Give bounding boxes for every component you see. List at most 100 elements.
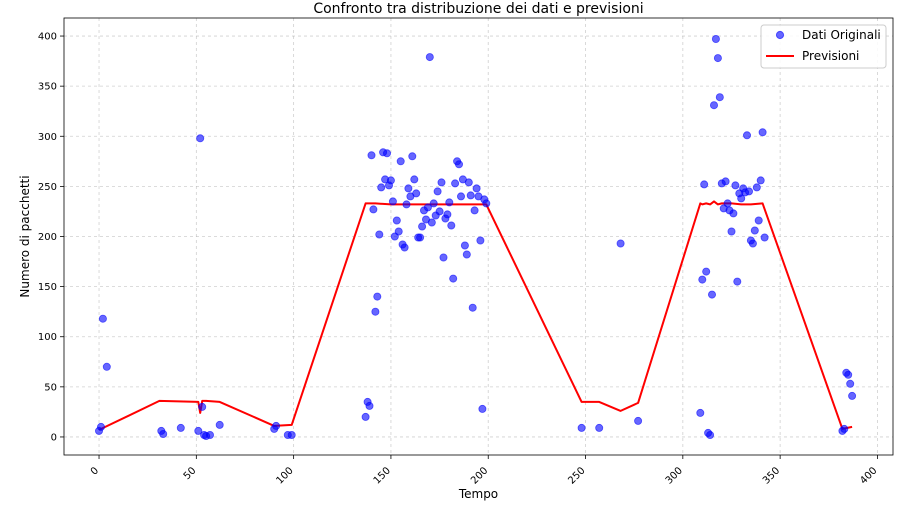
data-point [577,423,586,432]
data-point [595,423,604,432]
y-tick-label: 50 [44,382,57,393]
y-tick-label: 150 [38,282,57,293]
data-point [752,183,761,192]
data-point [198,402,207,411]
data-point [437,178,446,187]
data-point [396,157,405,166]
data-point [445,198,454,207]
data-point [410,175,419,184]
data-point [447,221,456,230]
data-point [715,93,724,102]
data-point [367,151,376,160]
data-point [361,412,370,421]
data-point [460,241,469,250]
data-point [423,203,432,212]
y-tick-label: 250 [38,182,57,193]
data-point [482,199,491,208]
data-point [721,177,730,186]
data-point [373,292,382,301]
chart-title: Confronto tra distribuzione dei dati e p… [313,1,643,17]
data-point [840,424,849,433]
data-point [408,152,417,161]
data-point [468,303,477,312]
data-point [750,226,759,235]
data-point [425,53,434,62]
data-point [412,189,421,198]
data-point [702,267,711,276]
data-point [435,207,444,216]
data-point [194,426,203,435]
data-point [416,233,425,242]
data-point [443,210,452,219]
data-point [429,199,438,208]
data-point [287,430,296,439]
data-point [476,236,485,245]
data-point [427,218,436,227]
data-point [696,408,705,417]
data-point [756,176,765,185]
y-tick-label: 300 [38,132,57,143]
legend-label-prediction: Previsioni [802,49,859,63]
data-point [102,362,111,371]
data-point [737,194,746,203]
y-tick-label: 200 [38,232,57,243]
data-point [392,216,401,225]
data-point [733,277,742,286]
data-point [439,253,448,262]
data-point [466,191,475,200]
data-point [634,416,643,425]
data-point [844,370,853,379]
data-point [418,222,427,231]
data-point [478,404,487,413]
data-point [394,227,403,236]
data-point [215,420,224,429]
y-tick-label: 400 [38,32,57,43]
data-point [464,178,473,187]
data-point [205,430,214,439]
x-axis-title: Tempo [458,487,498,501]
legend-box [760,24,887,69]
data-point [386,176,395,185]
data-point [382,149,391,158]
data-point [711,35,720,44]
data-point [449,274,458,283]
data-point [456,192,465,201]
data-point [451,179,460,188]
data-point [365,401,374,410]
data-point [616,239,625,248]
data-point [745,187,754,196]
data-point [470,206,479,215]
data-point [727,227,736,236]
data-point [272,421,281,430]
data-point [706,430,715,439]
y-tick-label: 0 [51,432,57,443]
data-point [729,209,738,218]
data-point [760,233,769,242]
legend-marker-original [775,30,785,40]
y-tick-label: 350 [38,82,57,93]
data-point [723,199,732,208]
data-point [700,180,709,189]
legend: Dati Originali Previsioni [760,24,887,69]
y-tick-label: 100 [38,332,57,343]
grid [64,18,893,455]
data-point [758,128,767,137]
data-point [196,134,205,143]
data-point [848,391,857,400]
data-point [472,184,481,193]
data-point [388,197,397,206]
data-point [454,160,463,169]
data-point [754,216,763,225]
data-point [97,422,106,431]
data-point [375,230,384,239]
data-point [176,423,185,432]
y-axis-title: Numero di pacchetti [18,175,32,297]
data-point [159,429,168,438]
data-point [400,243,409,252]
data-point [404,184,413,193]
data-point [846,379,855,388]
data-point [731,181,740,190]
data-point [708,290,717,299]
